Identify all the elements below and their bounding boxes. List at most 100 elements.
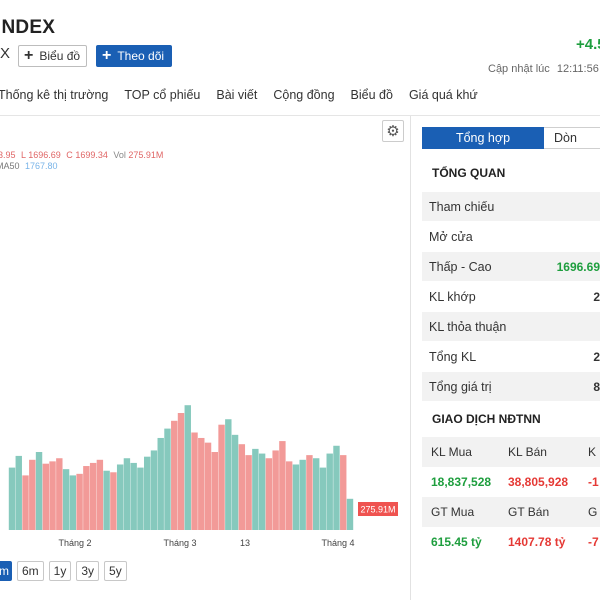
chart-button[interactable]: + Biểu đồ: [18, 45, 88, 67]
volume-bar: [265, 458, 273, 530]
overview-value: 2: [593, 349, 600, 364]
volume-bar: [69, 475, 77, 530]
index-code: X: [0, 45, 11, 62]
tab-flow[interactable]: Dòn: [544, 127, 600, 149]
value-kl-mua: 18,837,528: [431, 475, 492, 489]
volume-bar: [292, 464, 300, 530]
x-tick-label: 13: [240, 538, 250, 548]
follow-button[interactable]: + Theo dõi: [96, 45, 173, 67]
legend-low: 1696.69: [28, 150, 61, 160]
price-chart[interactable]: 1960.001920.001880.001840.001800.001760.…: [0, 116, 410, 586]
header-kl-mua: KL Mua: [431, 445, 472, 459]
nav-item-2[interactable]: Bài viết: [216, 88, 258, 102]
range-button-2[interactable]: 1y: [48, 561, 72, 581]
nav-item-3[interactable]: Cộng đồng: [273, 88, 335, 102]
chart-button-label: Biểu đồ: [39, 49, 81, 63]
volume-bar: [42, 463, 49, 530]
range-button-0[interactable]: m: [0, 561, 12, 581]
page-title: INDEX: [0, 17, 56, 38]
volume-bar: [252, 448, 259, 530]
overview-label: KL thỏa thuận: [429, 319, 507, 334]
volume-bar: [218, 424, 225, 530]
nav-item-4[interactable]: Biểu đồ: [350, 88, 393, 102]
value-kl-ban: 38,805,928: [508, 475, 569, 489]
x-tick-label: Tháng 3: [163, 538, 196, 548]
volume-bar: [8, 467, 16, 530]
foreign-header-row: KL Mua KL Bán K: [422, 437, 600, 467]
volume-bar: [333, 445, 340, 530]
overview-label: Thấp - Cao: [429, 259, 492, 274]
overview-title: TỔNG QUAN: [422, 155, 600, 191]
main-nav: Thống kê thị trường TOP cổ phiếu Bài viết C…: [0, 88, 494, 102]
legend-low-key: L: [21, 150, 26, 160]
follow-button-label: Theo dõi: [117, 49, 165, 63]
index-change: +4.5: [576, 36, 600, 53]
value-gt-ban: 1407.78 tỷ: [508, 535, 566, 549]
header-gt-mua: GT Mua: [431, 505, 475, 519]
tab-summary[interactable]: Tổng hợp: [422, 127, 544, 149]
overview-label: Tổng giá trị: [429, 379, 492, 394]
volume-bar: [130, 462, 137, 530]
header-gt-net: G: [588, 505, 598, 519]
volume-bar: [279, 441, 286, 530]
volume-bar: [103, 470, 110, 530]
header-kl-ban: KL Bán: [508, 445, 547, 459]
foreign-value-row: 18,837,528 38,805,928 -1: [422, 467, 600, 497]
nav-item-5[interactable]: Giá quá khứ: [408, 88, 478, 102]
overview-row: Tham chiếu: [422, 191, 600, 221]
volume-bar: [110, 472, 117, 530]
volume-bar: [171, 420, 178, 530]
legend-close-key: C: [66, 150, 73, 160]
value-gt-mua: 615.45 tỷ: [431, 535, 482, 549]
volume-bar: [198, 437, 205, 530]
legend-ma: 1767.80: [25, 161, 58, 171]
volume-bar: [150, 450, 158, 530]
range-button-4[interactable]: 5y: [104, 561, 127, 581]
update-time-value: 12:11:56: [556, 63, 599, 75]
volume-bar: [157, 437, 164, 530]
foreign-header-row-2: GT Mua GT Bán G: [422, 497, 600, 527]
volume-bar: [123, 458, 131, 530]
gear-icon[interactable]: ⚙: [382, 120, 404, 142]
value-gt-net: -7: [588, 535, 599, 549]
divider: [0, 115, 600, 116]
overview-label: Tổng KL: [429, 349, 477, 364]
volume-bar: [245, 455, 252, 530]
x-tick-label: Tháng 2: [58, 538, 91, 548]
volume-bar: [319, 467, 327, 530]
volume-bar: [62, 469, 70, 530]
nav-item-0[interactable]: Thống kê thị trường: [0, 88, 109, 102]
overview-value: 2: [593, 289, 600, 304]
ohlc-legend: 3.95 L 1696.69 C 1699.34 Vol 275.91M: [0, 150, 163, 160]
legend-vol: 275.91M: [128, 150, 164, 160]
overview-row: Thấp - Cao 1696.69: [422, 251, 600, 281]
update-time: Cập nhật lúc 12:11:56|V: [488, 63, 600, 75]
plus-icon: +: [24, 47, 34, 64]
volume-bar: [340, 455, 347, 530]
volume-bar: [137, 467, 144, 530]
nav-item-1[interactable]: TOP cổ phiếu: [124, 88, 201, 102]
header-kl-net: K: [588, 445, 597, 459]
volume-bar: [326, 453, 333, 530]
volume-bar: [15, 455, 22, 530]
header-gt-ban: GT Bán: [508, 505, 550, 519]
candlestick-chart[interactable]: 1960.001920.001880.001840.001800.001760.…: [0, 116, 410, 586]
foreign-value-row-2: 615.45 tỷ 1407.78 tỷ -7: [422, 527, 600, 557]
legend-high: 3.95: [0, 150, 16, 160]
legend-close: 1699.34: [75, 150, 108, 160]
overview-row: KL thỏa thuận: [422, 311, 600, 341]
volume-bar: [184, 405, 191, 530]
volume-bar: [306, 455, 313, 530]
range-selector: m 6m 1y 3y 5y: [0, 561, 132, 581]
overview-row: Tổng KL 2: [422, 341, 600, 371]
foreign-title: GIAO DỊCH NĐTNN: [422, 401, 600, 437]
volume-bar: [56, 458, 63, 530]
range-button-1[interactable]: 6m: [17, 561, 44, 581]
overview-label: Tham chiếu: [429, 199, 495, 214]
volume-bar: [177, 413, 185, 530]
range-button-3[interactable]: 3y: [76, 561, 100, 581]
overview-row: KL khớp 2: [422, 281, 600, 311]
